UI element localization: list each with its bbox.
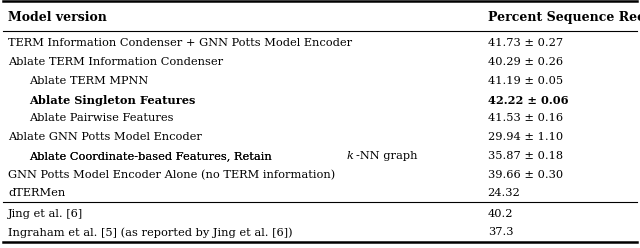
Text: 40.2: 40.2 [488, 209, 513, 219]
Text: 29.94 ± 1.10: 29.94 ± 1.10 [488, 132, 563, 142]
Text: Ablate TERM MPNN: Ablate TERM MPNN [29, 76, 148, 86]
Text: Ablate Coordinate-based Features, Retain: Ablate Coordinate-based Features, Retain [29, 151, 275, 161]
Text: k: k [347, 151, 353, 161]
Text: Percent Sequence Recovery: Percent Sequence Recovery [488, 11, 640, 24]
Text: Ablate Pairwise Features: Ablate Pairwise Features [29, 113, 173, 123]
Text: GNN Potts Model Encoder Alone (no TERM information): GNN Potts Model Encoder Alone (no TERM i… [8, 170, 335, 180]
Text: Jing et al. [6]: Jing et al. [6] [8, 209, 84, 219]
Text: 24.32: 24.32 [488, 188, 520, 198]
Text: Ablate GNN Potts Model Encoder: Ablate GNN Potts Model Encoder [8, 132, 202, 142]
Text: -NN graph: -NN graph [356, 151, 417, 161]
Text: 39.66 ± 0.30: 39.66 ± 0.30 [488, 170, 563, 180]
Text: dTERMen: dTERMen [8, 188, 65, 198]
Text: Model version: Model version [8, 11, 107, 24]
Text: 41.19 ± 0.05: 41.19 ± 0.05 [488, 76, 563, 86]
Text: Ablate TERM Information Condenser: Ablate TERM Information Condenser [8, 57, 223, 67]
Text: 42.22 ± 0.06: 42.22 ± 0.06 [488, 94, 568, 106]
Text: 41.53 ± 0.16: 41.53 ± 0.16 [488, 113, 563, 123]
Text: TERM Information Condenser + GNN Potts Model Encoder: TERM Information Condenser + GNN Potts M… [8, 38, 353, 48]
Text: 41.73 ± 0.27: 41.73 ± 0.27 [488, 38, 563, 48]
Text: 40.29 ± 0.26: 40.29 ± 0.26 [488, 57, 563, 67]
Text: 37.3: 37.3 [488, 227, 513, 237]
Text: Ablate Singleton Features: Ablate Singleton Features [29, 94, 195, 106]
Text: Ablate Coordinate-based Features, Retain: Ablate Coordinate-based Features, Retain [29, 151, 275, 161]
Text: 35.87 ± 0.18: 35.87 ± 0.18 [488, 151, 563, 161]
Text: Ingraham et al. [5] (as reported by Jing et al. [6]): Ingraham et al. [5] (as reported by Jing… [8, 227, 293, 238]
